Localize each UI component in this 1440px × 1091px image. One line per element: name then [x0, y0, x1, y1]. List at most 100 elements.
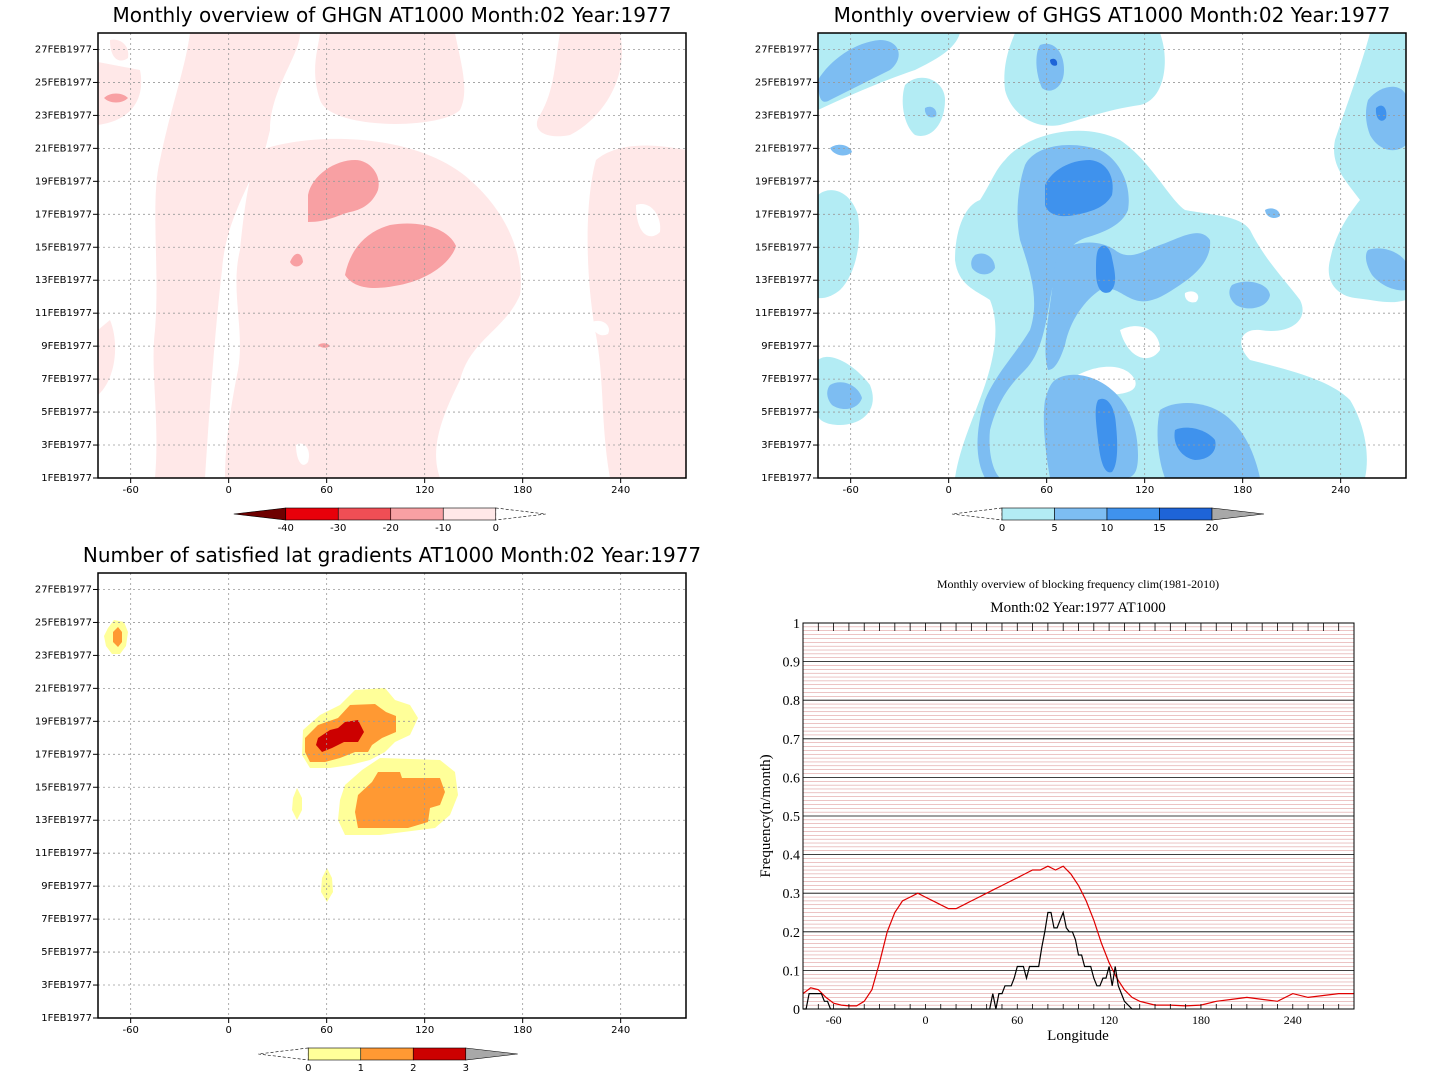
ghgn-colorbar-label: -40: [278, 523, 294, 534]
ghgs-band-0: [1347, 325, 1361, 339]
blocking-series-1977: [803, 910, 1140, 1010]
ghgn-band-0: [636, 204, 661, 237]
blocking-subtitle: Month:02 Year:1977 AT1000: [990, 600, 1165, 616]
gradients-colorbar-swatch: [307, 1047, 362, 1061]
gradients-colorbar-swatch: [412, 1047, 467, 1061]
gradients-band-3: [316, 720, 364, 752]
gradients-band-1: [355, 772, 445, 828]
ghgn-band-0: [225, 138, 521, 478]
gradients-colorbar-label: 1: [358, 1063, 364, 1074]
ghgs-band-15: [1375, 105, 1387, 121]
ghgs-colorbar-label: 15: [1153, 523, 1166, 534]
blocking-xtick-label: 0: [922, 1013, 928, 1027]
ghgn-colorbar-swatch: [337, 507, 392, 521]
ghgs-colorbar-swatch: [1159, 507, 1213, 521]
blocking-xlabel: Longitude: [1047, 1028, 1109, 1044]
ghgs-ytick-label: 19FEB1977: [755, 176, 812, 187]
blocking-ytick-label: 0.9: [783, 656, 801, 671]
gradients-ytick-label: 3FEB1977: [41, 980, 92, 991]
ghgs-band-0: [1299, 163, 1314, 181]
ghgn-band-0: [98, 320, 116, 395]
ghgn-band-0: [587, 145, 686, 478]
ghgs-ytick-label: 9FEB1977: [761, 341, 812, 352]
ghgs-colorbar-high-arrow: [1211, 507, 1265, 521]
blocking-xtick-label: -60: [826, 1013, 842, 1027]
blocking-xtick-label: 120: [1100, 1013, 1118, 1027]
ghgs-band-5: [1036, 43, 1064, 91]
gradients-xtick-label: 180: [513, 1025, 532, 1036]
ghgn-xtick-label: 0: [225, 485, 231, 496]
ghgs-title: Monthly overview of GHGS AT1000 Month:02…: [834, 3, 1391, 27]
blocking-series-climatology: [802, 865, 1354, 1007]
gradients-colorbar-label: 3: [463, 1063, 469, 1074]
ghgs-xtick-label: -60: [842, 485, 858, 496]
ghgn-ytick-label: 3FEB1977: [41, 440, 92, 451]
ghgn-ytick-label: 11FEB1977: [35, 308, 92, 319]
ghgs-ytick-label: 23FEB1977: [755, 110, 812, 121]
ghgs-ytick-label: 15FEB1977: [755, 242, 812, 253]
ghgn-band-0: [110, 39, 129, 61]
ghgs-axes: -60 0 60 120 180 240 1FEB1977 3FEB1977 5FEB1977 7…: [755, 44, 1350, 496]
ghgn-colorbar-swatch: [390, 507, 444, 521]
gradients-frame: [97, 572, 687, 1019]
gradients-ytick-label: 7FEB1977: [41, 914, 92, 925]
ghgn-contours: [98, 33, 686, 478]
ghgn-panel: Monthly overview of GHGN AT1000 Month:02…: [35, 3, 687, 534]
ghgn-band-0: [592, 320, 609, 336]
blocking-xtick-label: 240: [1284, 1013, 1302, 1027]
ghgs-xtick-label: 240: [1331, 485, 1350, 496]
ghgs-band-0: [1004, 33, 1165, 126]
ghgs-frame: [817, 32, 1407, 479]
ghgs-colorbar-swatch: [1054, 507, 1108, 521]
ghgs-ytick-label: 7FEB1977: [761, 374, 812, 385]
gradients-ytick-label: 17FEB1977: [35, 749, 92, 760]
blocking-ytick-label: 0.1: [783, 964, 801, 979]
ghgs-colorbar: 0 5 10 15 20: [951, 507, 1265, 534]
blocking-ytick-label: 0.4: [783, 849, 801, 864]
blocking-ytick-label: 0.2: [783, 926, 801, 941]
ghgs-colorbar-swatch: [1106, 507, 1160, 521]
ghgn-ytick-label: 17FEB1977: [35, 209, 92, 220]
ghgn-colorbar-low-arrow: [233, 507, 287, 521]
blocking-axes: 0 0.1 0.2 0.3 0.4 0.5 0.6 0.7 0.8 0.9 1 -60 0 60 120 18…: [783, 617, 1355, 1027]
blocking-title: Monthly overview of blocking frequency c…: [937, 577, 1219, 591]
gradients-ytick-label: 9FEB1977: [41, 881, 92, 892]
blocking-ytick-label: 0.3: [783, 887, 801, 902]
gradients-ytick-label: 27FEB1977: [35, 584, 92, 595]
gradients-xtick-label: 60: [320, 1025, 333, 1036]
ghgs-panel: Monthly overview of GHGS AT1000 Month:02…: [755, 3, 1407, 534]
gradients-ytick-label: 15FEB1977: [35, 782, 92, 793]
ghgs-xtick-label: 120: [1135, 485, 1154, 496]
gradients-colorbar: 0 1 2 3: [258, 1047, 518, 1074]
ghgs-band-0: [1120, 326, 1160, 359]
blocking-ytick-label: 0.8: [783, 694, 801, 709]
ghgn-ytick-label: 7FEB1977: [41, 374, 92, 385]
ghgs-colorbar-swatch: [1001, 507, 1055, 521]
gradients-contours: [104, 620, 458, 902]
ghgs-band-0: [902, 77, 945, 136]
ghgs-colorbar-low-arrow: [951, 507, 1003, 521]
gradients-ytick-label: 1FEB1977: [41, 1013, 92, 1024]
ghgn-colorbar-label: -30: [330, 523, 346, 534]
ghgn-band-10: [308, 160, 379, 222]
gradients-ytick-label: 19FEB1977: [35, 716, 92, 727]
ghgs-ytick-label: 1FEB1977: [761, 473, 812, 484]
ghgs-band-15: [1045, 160, 1113, 217]
blocking-ylabel: Frequency(n/month): [758, 754, 774, 877]
ghgs-colorbar-label: 20: [1206, 523, 1219, 534]
ghgs-band-5: [1265, 208, 1280, 218]
gradients-band-0: [292, 788, 302, 820]
ghgs-band-15: [1095, 398, 1118, 473]
ghgn-grid: [98, 33, 686, 479]
ghgn-ytick-label: 13FEB1977: [35, 275, 92, 286]
gradients-panel: Number of satisfied lat gradients AT1000…: [35, 543, 701, 1074]
blocking-grid: [803, 622, 1354, 1010]
ghgs-band-0: [1184, 291, 1199, 303]
ghgs-xtick-label: 0: [945, 485, 951, 496]
ghgn-xtick-label: 120: [415, 485, 434, 496]
gradients-ytick-label: 5FEB1977: [41, 947, 92, 958]
gradients-colorbar-swatch: [360, 1047, 414, 1061]
ghgs-ytick-label: 27FEB1977: [755, 44, 812, 55]
blocking-ytick-label: 0: [793, 1003, 800, 1018]
ghgs-colorbar-label: 0: [999, 523, 1005, 534]
